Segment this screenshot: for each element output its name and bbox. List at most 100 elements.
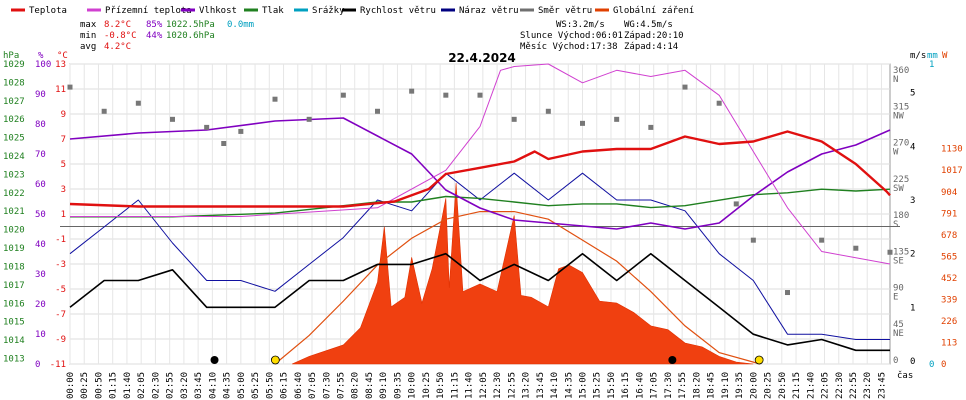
wind-tick-label: 1: [910, 303, 915, 313]
radiation-tick-label: 452: [941, 274, 957, 284]
wind-direction-point: [785, 290, 790, 296]
stats-max-rain: 0.0mm: [227, 20, 254, 30]
humidity-tick-label: 50: [35, 210, 46, 220]
humidity-tick-label: 80: [35, 120, 46, 130]
wind-direction-point: [614, 116, 620, 122]
wind-direction-point: [750, 237, 756, 243]
legend-label: Rychlost větru: [360, 6, 436, 16]
legend-label: Přízemní teplota: [105, 6, 192, 16]
direction-tick-cardinal: NW: [893, 111, 904, 121]
axis-unit-humidity: %: [38, 51, 44, 61]
time-tick-label: 10:25: [422, 372, 432, 399]
stats-avg-label: avg: [80, 42, 96, 52]
legend-label: Náraz větru: [459, 6, 519, 16]
pressure-tick-label: 1015: [3, 318, 25, 328]
humidity-tick-label: 70: [35, 150, 46, 160]
sun-marker: [270, 355, 280, 365]
time-tick-label: 11:15: [450, 372, 460, 399]
wind-direction-point: [101, 108, 107, 114]
time-tick-label: 23:20: [863, 372, 873, 399]
stats-max-press: 1022.5hPa: [166, 20, 215, 30]
time-tick-label: 08:45: [365, 372, 375, 399]
wind-direction-point: [443, 92, 449, 98]
time-tick-label: 14:35: [564, 372, 574, 399]
info-ws: WS:3.2m/s: [556, 20, 605, 30]
pressure-tick-label: 1024: [3, 152, 25, 162]
time-tick-label: 07:30: [322, 372, 332, 399]
time-tick-label: 16:40: [635, 372, 645, 399]
legend-label: Srážky: [312, 6, 345, 16]
time-tick-label: 13:20: [522, 372, 532, 399]
info-moonrise: Měsíc Východ:17:38: [520, 42, 618, 52]
time-tick-label: 01:15: [109, 372, 119, 399]
wind-speed-line: [69, 252, 890, 352]
sun-marker: [754, 355, 764, 365]
time-tick-label: 05:00: [237, 372, 247, 399]
axis-unit-rain: mm: [927, 51, 938, 61]
radiation-tick-label: 113: [941, 338, 957, 348]
time-axis-unit: čas: [897, 370, 913, 381]
time-tick-label: 22:05: [821, 372, 831, 399]
radiation-tick-label: 1130: [941, 145, 963, 155]
stats-avg-temp: 4.2°C: [104, 42, 131, 52]
time-tick-label: 18:20: [692, 372, 702, 399]
wind-direction-point: [716, 100, 722, 106]
wind-tick-label: 3: [910, 196, 915, 206]
time-tick-label: 22:55: [849, 372, 859, 399]
info-sunrise: Slunce Východ:06:01: [520, 31, 623, 41]
time-tick-label: 23:45: [877, 372, 887, 399]
direction-tick-cardinal: NE: [893, 329, 904, 339]
pressure-tick-label: 1027: [3, 97, 25, 107]
time-tick-label: 20:00: [749, 372, 759, 399]
pressure-tick-label: 1028: [3, 78, 25, 88]
time-tick-label: 16:15: [621, 372, 631, 399]
temperature-tick-label: 5: [61, 160, 66, 170]
time-tick-label: 12:30: [493, 372, 503, 399]
humidity-tick-label: 100: [35, 60, 51, 70]
wind-direction-point: [204, 124, 210, 130]
humidity-tick-label: 0: [35, 360, 40, 370]
wind-tick-label: 4: [910, 142, 915, 152]
legend-label: Tlak: [262, 6, 284, 16]
axis-unit-temperature: °C: [57, 51, 68, 61]
direction-tick-label: 0: [893, 356, 898, 366]
temperature-tick-label: -1: [55, 235, 66, 245]
direction-tick-label: 270: [893, 139, 909, 149]
time-tick-label: 00:50: [94, 372, 104, 399]
direction-tick-cardinal: SW: [893, 184, 904, 194]
radiation-tick-label: 904: [941, 188, 957, 198]
wind-tick-label: 5: [910, 89, 915, 99]
wind-gust-line: [69, 172, 890, 340]
rain-tick-label: 0: [929, 360, 934, 370]
pressure-tick-label: 1018: [3, 262, 25, 272]
time-tick-label: 01:40: [123, 372, 133, 399]
direction-tick-label: 360: [893, 66, 909, 76]
time-tick-label: 19:10: [721, 372, 731, 399]
time-tick-label: 20:50: [778, 372, 788, 399]
wind-direction-point: [580, 120, 585, 126]
pressure-tick-label: 1017: [3, 281, 25, 291]
humidity-tick-label: 20: [35, 300, 46, 310]
time-tick-label: 22:30: [835, 372, 845, 399]
radiation-clear-sky-line: [274, 210, 761, 365]
stats-min-press: 1020.6hPa: [166, 31, 215, 41]
time-tick-label: 15:50: [607, 372, 617, 399]
time-tick-label: 14:10: [550, 372, 560, 399]
time-tick-label: 03:20: [180, 372, 190, 399]
direction-tick-label: 225: [893, 175, 909, 185]
pressure-tick-label: 1013: [3, 354, 25, 364]
time-tick-label: 06:40: [294, 372, 304, 399]
wind-direction-point: [306, 116, 312, 122]
time-tick-label: 13:45: [536, 372, 546, 399]
moon-marker: [210, 356, 219, 364]
time-tick-label: 10:00: [408, 372, 418, 399]
direction-tick-cardinal: W: [893, 148, 899, 158]
radiation-area: [291, 182, 754, 365]
time-tick-label: 12:05: [479, 372, 489, 399]
time-tick-label: 10:50: [436, 372, 446, 399]
moon-marker: [668, 356, 677, 364]
time-tick-label: 12:55: [507, 372, 517, 399]
wind-direction-point: [340, 92, 346, 98]
direction-tick-cardinal: E: [893, 293, 898, 303]
